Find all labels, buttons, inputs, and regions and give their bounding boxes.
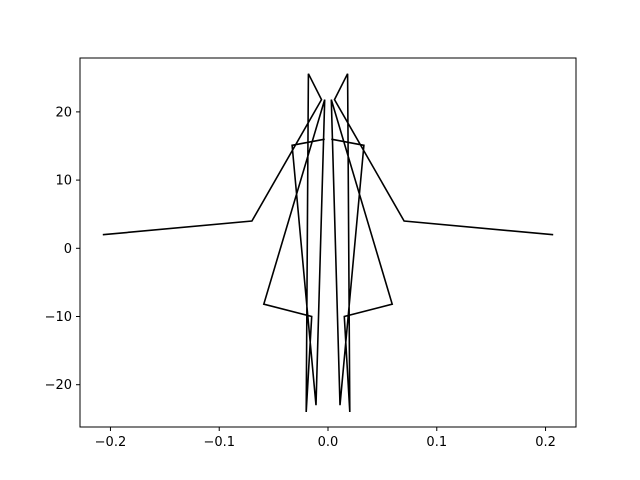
- x-tick-label: −0.1: [203, 435, 235, 450]
- y-tick-label: 20: [55, 105, 72, 120]
- series-line-2: [330, 73, 554, 413]
- x-tick-label: 0.0: [318, 435, 339, 450]
- y-tick-label: 0: [64, 242, 72, 257]
- x-axis: −0.2 −0.1 0.0 0.1 0.2: [95, 427, 556, 450]
- x-tick-label: −0.2: [95, 435, 127, 450]
- x-tick-label: 0.2: [535, 435, 556, 450]
- series-layer: [102, 73, 554, 413]
- x-tick-label: 0.1: [426, 435, 447, 450]
- series-line-1: [102, 73, 326, 413]
- y-axis: −20 −10 0 10 20: [45, 105, 80, 393]
- y-tick-label: −20: [45, 378, 72, 393]
- y-tick-label: −10: [45, 310, 72, 325]
- y-tick-label: 10: [55, 174, 72, 189]
